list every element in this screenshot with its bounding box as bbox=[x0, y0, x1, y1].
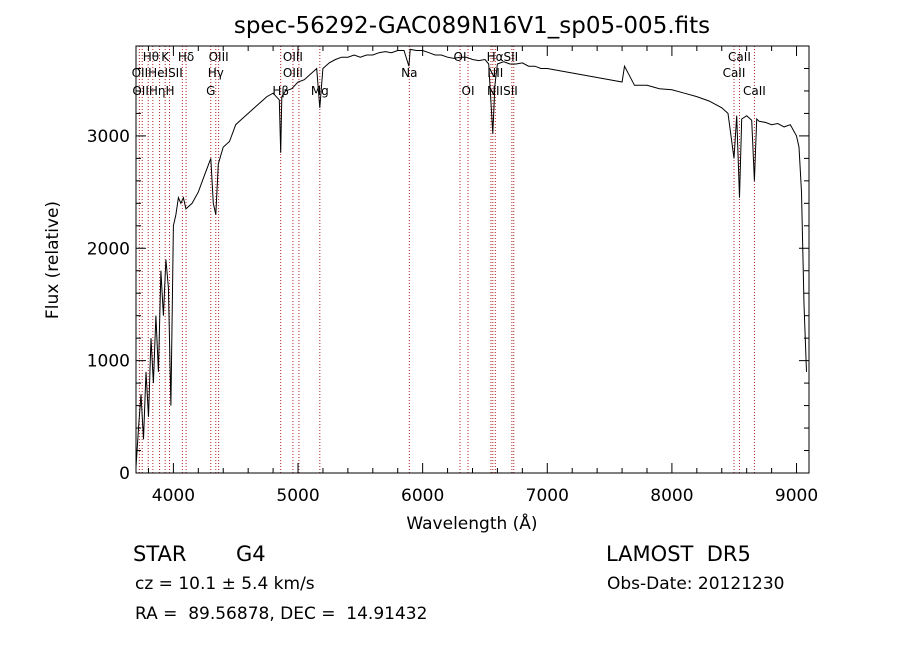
line-label: Hβ bbox=[272, 84, 289, 98]
x-tick-label: 7000 bbox=[526, 486, 569, 506]
y-axis-label: Flux (relative) bbox=[43, 201, 63, 319]
x-tick-label: 5000 bbox=[276, 486, 319, 506]
plot-frame bbox=[135, 45, 810, 474]
line-label: Hθ bbox=[143, 50, 159, 64]
line-label: Na bbox=[401, 66, 417, 80]
x-axis: 4000 5000 6000 7000 8000 9000 bbox=[147, 46, 818, 506]
survey-label: LAMOST DR5 bbox=[606, 542, 751, 566]
chart-title: spec-56292-GAC089N16V1_sp05-005.fits bbox=[234, 13, 710, 39]
line-label: OIII bbox=[283, 66, 303, 80]
line-label: OIIHeISII bbox=[132, 66, 183, 80]
ra-dec-coordinates: RA = 89.56878, DEC = 14.91432 bbox=[135, 604, 428, 624]
y-tick-label: 3000 bbox=[87, 127, 130, 147]
line-label: Hδ bbox=[178, 50, 194, 64]
line-label: Mg bbox=[311, 84, 329, 98]
line-label: CaII bbox=[728, 50, 751, 64]
line-label: OIII bbox=[209, 50, 229, 64]
emission-line-markers bbox=[138, 46, 755, 473]
y-axis: 0 1000 2000 3000 bbox=[87, 67, 809, 484]
y-tick-label: 0 bbox=[119, 464, 130, 484]
line-label: G bbox=[206, 84, 215, 98]
line-label: HαSII bbox=[487, 50, 519, 64]
line-label: CaII bbox=[723, 66, 746, 80]
object-subclass: G4 bbox=[236, 542, 266, 566]
x-tick-label: 6000 bbox=[401, 486, 444, 506]
emission-line-labels: Hθ K Hδ OIII OIII OI HαSII CaII OIIHeISII Hγ OIII N… bbox=[132, 50, 766, 98]
redshift-velocity: cz = 10.1 ± 5.4 km/s bbox=[135, 574, 315, 594]
x-axis-label: Wavelength (Å) bbox=[406, 512, 537, 534]
y-tick-label: 1000 bbox=[87, 352, 130, 372]
line-label: Hγ bbox=[208, 66, 224, 80]
line-label: OIII bbox=[283, 50, 303, 64]
observation-date: Obs-Date: 20121230 bbox=[607, 574, 785, 594]
y-tick-label: 2000 bbox=[87, 239, 130, 259]
line-label: NII bbox=[487, 66, 503, 80]
x-tick-label: 4000 bbox=[152, 486, 195, 506]
x-tick-label: 8000 bbox=[650, 486, 693, 506]
object-type: STAR bbox=[133, 542, 187, 566]
spectrum-series-line bbox=[135, 48, 807, 468]
x-tick-label: 9000 bbox=[775, 486, 818, 506]
line-label: OI bbox=[462, 84, 475, 98]
line-label: NIISII bbox=[487, 84, 518, 98]
line-label: K bbox=[161, 50, 170, 64]
line-label: OIIHηH bbox=[132, 84, 174, 98]
line-label: CaII bbox=[743, 84, 766, 98]
